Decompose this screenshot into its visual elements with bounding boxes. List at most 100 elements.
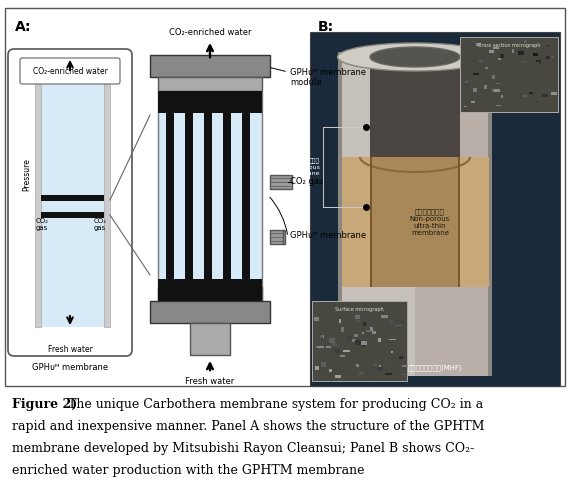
Text: CO₂-enriched water: CO₂-enriched water bbox=[169, 28, 251, 37]
Bar bbox=[316, 346, 320, 347]
Bar bbox=[478, 87, 484, 88]
Bar bbox=[522, 95, 527, 97]
Bar bbox=[318, 311, 320, 313]
Bar bbox=[518, 51, 524, 55]
Text: Fresh water: Fresh water bbox=[186, 377, 235, 386]
Bar bbox=[158, 91, 262, 301]
Bar bbox=[476, 43, 481, 46]
Bar bbox=[464, 106, 467, 108]
Bar bbox=[158, 279, 262, 301]
Bar bbox=[324, 335, 328, 337]
Bar bbox=[310, 32, 560, 386]
Bar bbox=[402, 365, 408, 367]
Bar bbox=[317, 346, 324, 348]
Text: membrane developed by Mitsubishi Rayon Cleansui; Panel B shows CO₂-: membrane developed by Mitsubishi Rayon C… bbox=[12, 442, 475, 455]
Bar bbox=[551, 92, 557, 95]
Bar bbox=[536, 60, 541, 62]
Bar bbox=[492, 89, 497, 92]
Bar bbox=[368, 373, 372, 378]
Bar bbox=[379, 365, 381, 368]
Bar bbox=[458, 157, 460, 287]
Text: GPHᴜᴹ membrane: GPHᴜᴹ membrane bbox=[32, 363, 108, 372]
Text: CO₂-enriched water: CO₂-enriched water bbox=[33, 66, 107, 75]
Bar bbox=[550, 57, 554, 58]
Bar bbox=[508, 75, 509, 76]
Bar bbox=[542, 94, 548, 97]
Bar bbox=[355, 314, 360, 319]
Bar bbox=[389, 339, 396, 340]
Text: Figure 2): Figure 2) bbox=[12, 398, 77, 411]
Bar bbox=[473, 73, 479, 75]
Bar bbox=[326, 346, 331, 348]
Bar bbox=[534, 53, 538, 54]
Bar bbox=[342, 157, 489, 287]
Bar bbox=[498, 58, 501, 60]
Text: Surface micrograph: Surface micrograph bbox=[335, 307, 383, 312]
Bar bbox=[312, 301, 407, 381]
Ellipse shape bbox=[370, 47, 460, 67]
Bar bbox=[385, 373, 392, 375]
Bar bbox=[501, 95, 503, 98]
Bar bbox=[320, 335, 324, 338]
Text: Cross section micrograph: Cross section micrograph bbox=[478, 43, 540, 48]
Bar bbox=[391, 351, 393, 353]
Text: B:: B: bbox=[318, 20, 334, 34]
Text: The unique Carbothera membrane system for producing CO₂ in a: The unique Carbothera membrane system fo… bbox=[64, 398, 483, 411]
Bar bbox=[344, 350, 351, 352]
Bar bbox=[352, 339, 356, 342]
Bar bbox=[484, 85, 487, 89]
Bar bbox=[372, 331, 376, 334]
Bar bbox=[492, 75, 495, 79]
Bar bbox=[320, 335, 323, 338]
Bar bbox=[395, 325, 401, 326]
Bar bbox=[494, 89, 500, 92]
Bar bbox=[270, 230, 285, 244]
Bar bbox=[359, 372, 364, 375]
Text: GPHᴜᴹ membrane: GPHᴜᴹ membrane bbox=[290, 232, 366, 241]
Bar bbox=[242, 95, 250, 295]
Text: CO₂
gas: CO₂ gas bbox=[35, 218, 49, 231]
Bar bbox=[523, 61, 527, 62]
Bar bbox=[381, 315, 388, 318]
Bar bbox=[493, 47, 499, 49]
Bar bbox=[365, 330, 371, 332]
Bar bbox=[398, 319, 403, 321]
Bar bbox=[363, 322, 367, 326]
Bar bbox=[471, 101, 475, 103]
Bar bbox=[473, 88, 477, 92]
FancyBboxPatch shape bbox=[20, 58, 120, 84]
Bar bbox=[399, 356, 403, 360]
Bar bbox=[5, 8, 565, 386]
Bar bbox=[357, 320, 361, 322]
Bar bbox=[539, 61, 541, 64]
Bar bbox=[370, 57, 460, 157]
Bar bbox=[150, 55, 270, 77]
Bar bbox=[370, 327, 373, 331]
Text: A:: A: bbox=[15, 20, 31, 34]
Text: 特異機能超薄膜
Non-porous
ultra-thin
membrane: 特異機能超薄膜 Non-porous ultra-thin membrane bbox=[410, 208, 450, 236]
Bar bbox=[356, 364, 359, 367]
Bar bbox=[512, 49, 514, 53]
Bar bbox=[489, 50, 494, 53]
Bar bbox=[529, 92, 533, 94]
Bar bbox=[485, 67, 488, 68]
Text: 支柱層
Porous
membrane: 支柱層 Porous membrane bbox=[286, 158, 320, 176]
Bar bbox=[415, 52, 492, 376]
Text: GPHᴜᴹ membrane
module: GPHᴜᴹ membrane module bbox=[290, 68, 366, 87]
Bar bbox=[338, 52, 415, 376]
Bar bbox=[354, 334, 358, 337]
Bar bbox=[541, 82, 544, 84]
Text: CO₂
gas: CO₂ gas bbox=[94, 218, 107, 231]
Bar bbox=[104, 72, 110, 327]
Bar bbox=[361, 332, 364, 334]
Bar bbox=[321, 363, 327, 368]
Bar bbox=[340, 355, 345, 357]
Bar bbox=[329, 338, 335, 343]
Bar bbox=[314, 317, 319, 321]
Bar bbox=[518, 49, 522, 51]
Bar bbox=[41, 195, 104, 201]
Bar bbox=[355, 340, 360, 345]
Bar bbox=[332, 343, 337, 346]
Bar bbox=[341, 327, 344, 332]
Bar bbox=[345, 336, 352, 340]
